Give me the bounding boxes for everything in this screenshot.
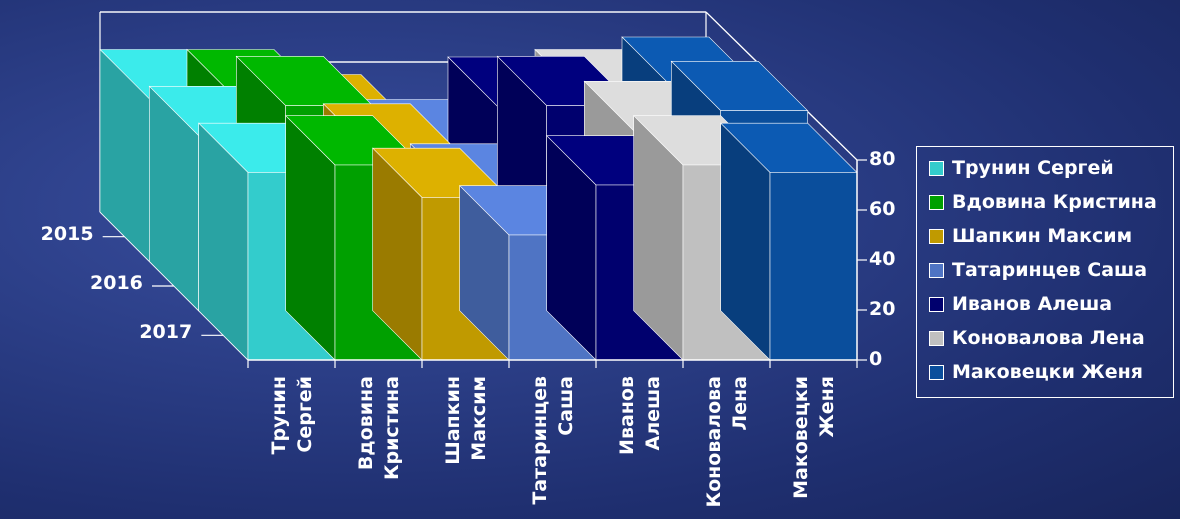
legend-item: Иванов Алеша xyxy=(929,293,1112,315)
legend-item: Шапкин Максим xyxy=(929,225,1132,247)
chart-bars xyxy=(99,36,858,361)
depth-label: 2017 xyxy=(139,321,193,344)
legend-label: Трунин Сергей xyxy=(952,157,1114,179)
category-label: Вдовина Кристина xyxy=(354,376,403,480)
chart-axes xyxy=(102,159,867,368)
depth-label: 2016 xyxy=(90,272,143,294)
legend-item: Татаринцев Саша xyxy=(929,259,1147,281)
legend-swatch xyxy=(929,160,944,176)
legend-item: Вдовина Кристина xyxy=(929,191,1157,213)
legend-swatch xyxy=(929,194,944,210)
legend-label: Коновалова Лена xyxy=(952,327,1145,349)
legend-item: Маковецки Женя xyxy=(929,361,1143,383)
category-label: Коновалова Лена xyxy=(702,376,751,508)
depth-label: 2015 xyxy=(40,222,94,245)
y-tick-label: 80 xyxy=(869,148,896,170)
legend-swatch xyxy=(929,296,944,312)
legend-label: Вдовина Кристина xyxy=(952,191,1157,213)
legend-swatch xyxy=(929,330,944,346)
legend-item: Коновалова Лена xyxy=(929,327,1145,349)
category-label: Шапкин Максим xyxy=(441,376,490,465)
category-label: Иванов Алеша xyxy=(615,376,664,455)
y-tick-label: 60 xyxy=(869,198,896,220)
category-label: Татаринцев Саша xyxy=(528,376,577,505)
y-tick-label: 0 xyxy=(869,348,883,370)
category-label: Трунин Сергей xyxy=(267,376,316,455)
legend: Трунин Сергей Вдовина Кристина Шапкин Макс… xyxy=(916,146,1174,398)
legend-swatch xyxy=(929,228,944,244)
legend-swatch xyxy=(929,262,944,278)
legend-label: Иванов Алеша xyxy=(952,293,1113,315)
legend-swatch xyxy=(929,364,944,380)
legend-label: Шапкин Максим xyxy=(952,225,1133,247)
category-label: Маковецки Женя xyxy=(789,376,838,499)
legend-label: Татаринцев Саша xyxy=(952,259,1148,281)
y-tick-label: 40 xyxy=(869,248,896,270)
bar xyxy=(769,172,858,361)
legend-item: Трунин Сергей xyxy=(929,157,1114,179)
legend-label: Маковецки Женя xyxy=(952,361,1143,383)
y-tick-label: 20 xyxy=(869,298,896,320)
